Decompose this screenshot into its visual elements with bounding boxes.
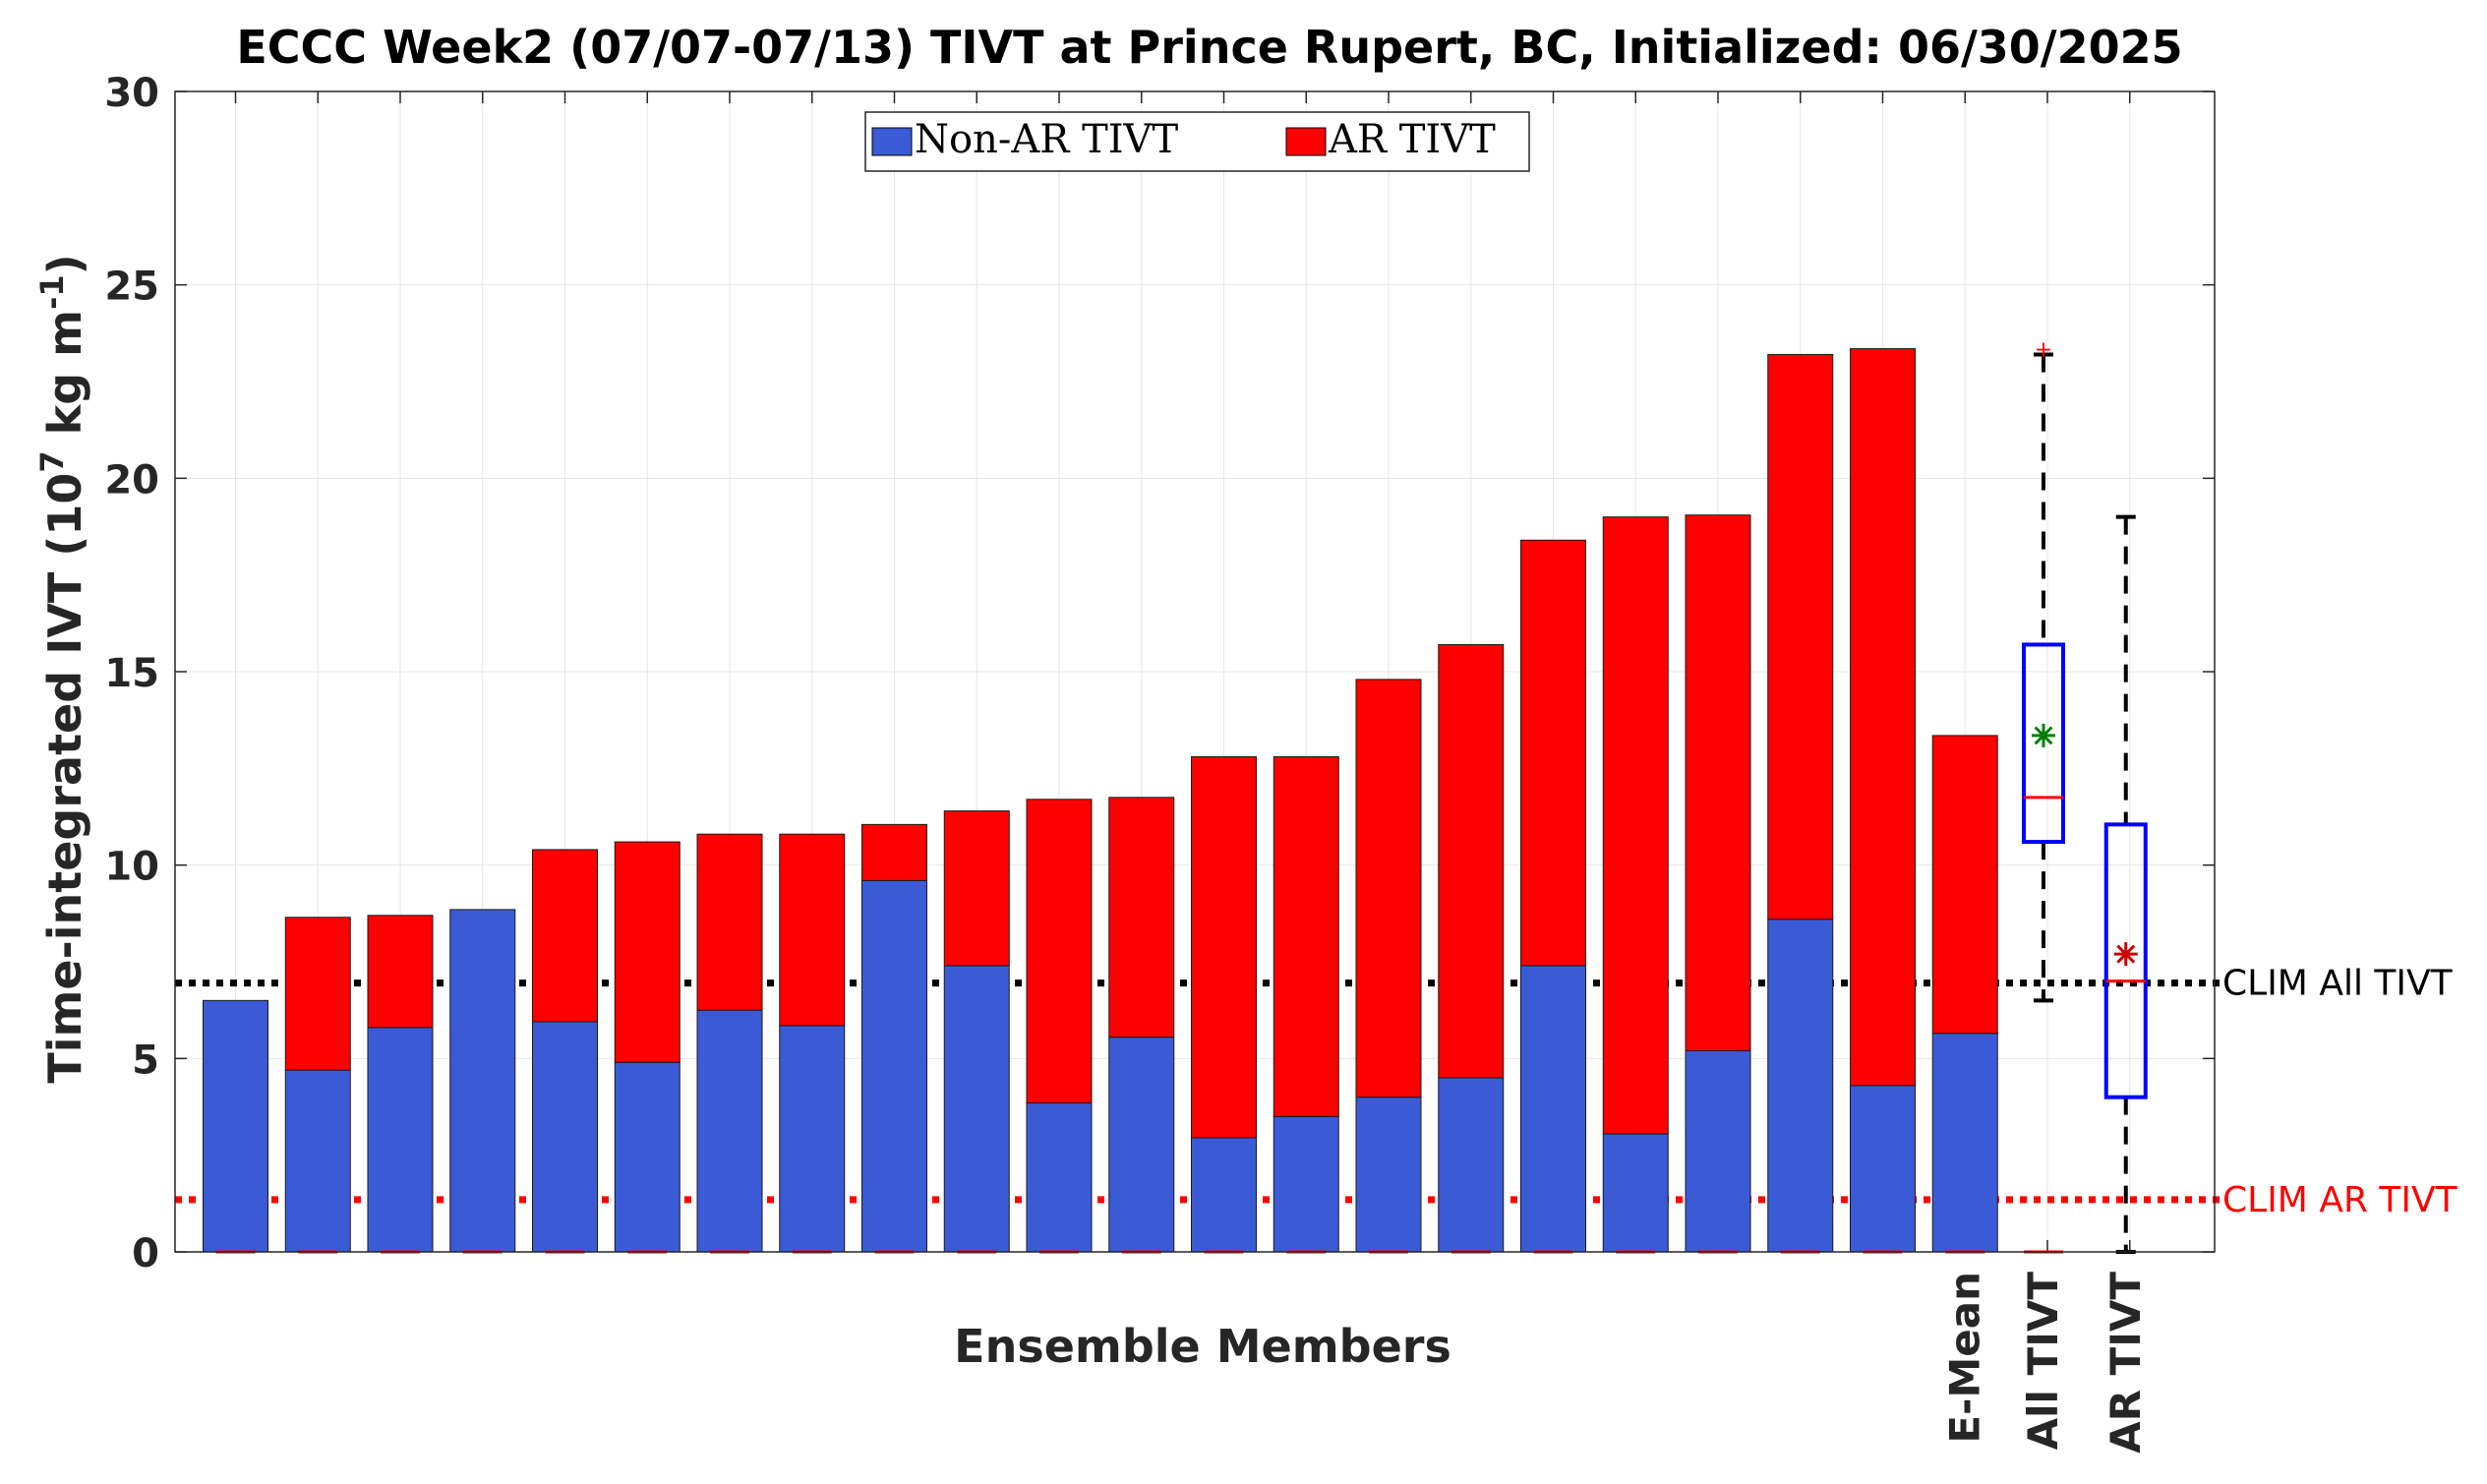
legend-swatch-ar — [1285, 127, 1327, 156]
bar-non-ar — [779, 1025, 846, 1253]
bar-ar — [1191, 756, 1257, 1139]
y-tick-label: 25 — [104, 265, 159, 310]
y-axis-label: Time-integrated IVT (107 kg m-1) — [33, 254, 91, 1083]
reference-label: CLIM AR TIVT — [2222, 1180, 2458, 1220]
legend-label-ar: AR TIVT — [1328, 117, 1496, 162]
x-tick-label: All TIVT — [2019, 1272, 2067, 1451]
bar-ar — [861, 823, 927, 881]
boxplot-box — [2022, 642, 2065, 845]
reference-label: CLIM All TIVT — [2222, 964, 2454, 1004]
bar-non-ar — [1931, 1033, 1998, 1253]
bar-non-ar — [449, 909, 516, 1253]
bar-non-ar — [614, 1061, 681, 1253]
bar-non-ar — [1685, 1049, 1751, 1253]
bar-non-ar — [1520, 965, 1586, 1253]
bar-ar — [532, 849, 598, 1023]
x-tick-label: AR TIVT — [2102, 1272, 2150, 1454]
bar-non-ar — [696, 1009, 763, 1253]
y-axis-label-close: ) — [38, 254, 91, 274]
boxplot-outlier: + — [2035, 338, 2052, 363]
legend: Non-AR TIVT AR TIVT — [864, 111, 1530, 172]
y-tick-label: 0 — [132, 1231, 159, 1276]
bar-non-ar — [367, 1027, 434, 1253]
bar-non-ar — [1602, 1133, 1669, 1253]
bar-ar — [1767, 353, 1834, 920]
bar-non-ar — [532, 1021, 598, 1253]
bar-ar — [1108, 797, 1175, 1039]
bar-non-ar — [1850, 1085, 1916, 1253]
bar-non-ar — [1767, 919, 1834, 1253]
y-tick-label: 10 — [104, 845, 159, 890]
bar-ar — [1850, 348, 1916, 1087]
bar-ar — [1273, 756, 1339, 1117]
bar-non-ar — [1438, 1077, 1505, 1253]
bar-non-ar — [284, 1069, 351, 1253]
bar-ar — [1438, 643, 1505, 1079]
y-axis-label-main: Time-integrated IVT (10 — [38, 473, 91, 1084]
bar-non-ar — [943, 965, 1010, 1253]
x-tick-labels: E-Mean All TIVT AR TIVT — [1940, 1272, 2150, 1454]
bar-ar — [614, 841, 681, 1063]
bar-ar — [696, 833, 763, 1011]
y-axis-label-unit-exp: -1 — [33, 274, 71, 310]
reference-labels: CLIM All TIVT CLIM AR TIVT — [2222, 964, 2458, 1220]
y-tick-label: 15 — [104, 651, 159, 696]
chart-title: ECCC Week2 (07/07-07/13) TIVT at Prince … — [236, 21, 2182, 74]
bar-non-ar — [1191, 1137, 1257, 1253]
boxplot-box — [2103, 822, 2148, 1099]
bar-ar — [284, 917, 351, 1071]
bar-non-ar — [1108, 1037, 1175, 1253]
plot-frame — [174, 90, 2216, 1253]
legend-swatch-non-ar — [871, 127, 913, 156]
bars — [203, 348, 1998, 1254]
legend-label-non-ar: Non-AR TIVT — [915, 117, 1178, 162]
bar-ar — [943, 810, 1010, 967]
bar-non-ar — [1026, 1102, 1093, 1253]
bar-ar — [367, 915, 434, 1029]
y-axis-label-exp: 7 — [33, 450, 71, 472]
bar-non-ar — [203, 999, 268, 1253]
y-tick-label: 20 — [104, 457, 159, 503]
bar-ar — [779, 833, 846, 1027]
legend-box — [864, 111, 1530, 172]
bar-ar — [1026, 799, 1093, 1104]
bar-non-ar — [861, 879, 927, 1253]
y-tick-label: 30 — [104, 71, 159, 116]
y-tick-labels: 0 5 10 15 20 25 30 — [104, 71, 159, 1276]
boxplot-mean-marker — [2034, 726, 2053, 745]
y-axis-label-unit: kg m — [38, 310, 91, 450]
boxplots: + — [2022, 338, 2148, 1254]
bar-ar — [1602, 516, 1669, 1135]
x-tick-label: E-Mean — [1940, 1272, 1988, 1444]
y-tick-label: 5 — [132, 1038, 159, 1083]
bar-ar — [1520, 539, 1586, 967]
x-axis-label: Ensemble Members — [954, 1320, 1451, 1373]
bar-ar — [1685, 514, 1751, 1051]
bar-ar — [1355, 679, 1422, 1098]
bar-non-ar — [1273, 1115, 1339, 1253]
bar-non-ar — [1355, 1097, 1422, 1253]
boxplot-mean-marker — [2116, 944, 2136, 964]
bar-ar — [1931, 735, 1998, 1035]
